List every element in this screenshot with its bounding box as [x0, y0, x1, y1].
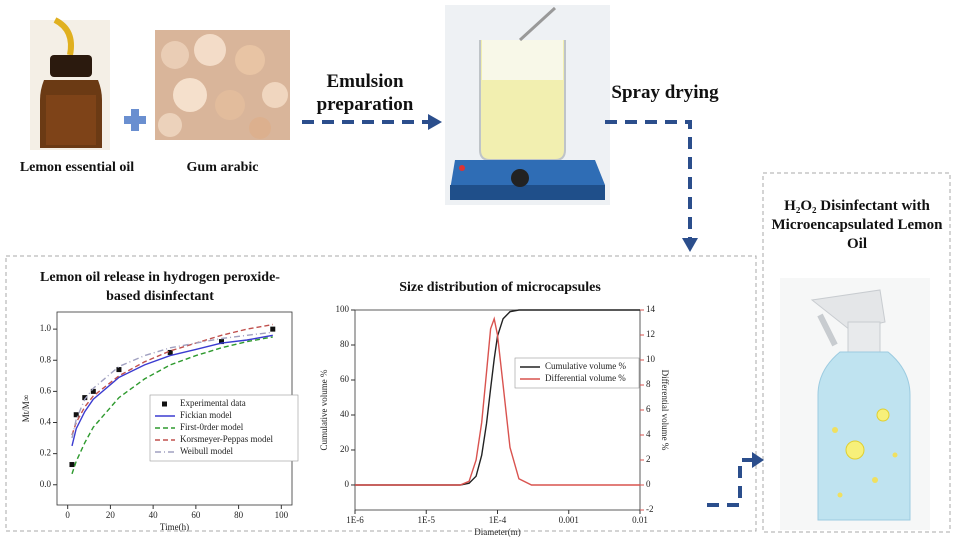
x-tick-label: 0.01 — [632, 515, 648, 525]
series-line — [71, 323, 273, 436]
x-tick-label: 80 — [234, 510, 244, 520]
product-box — [762, 172, 951, 533]
legend-label: Weibull model — [180, 446, 234, 456]
product-title: H₂O₂ Disinfectant with Microencapsulated… — [771, 198, 943, 252]
data-point — [270, 326, 276, 332]
y2-tick-label: 2 — [646, 454, 651, 464]
x-axis-label: Diameter(m) — [474, 527, 520, 537]
x-tick-label: 1E-5 — [418, 515, 436, 525]
data-point — [90, 388, 96, 394]
y2-tick-label: -2 — [646, 504, 654, 514]
y2-tick-label: 6 — [646, 404, 651, 414]
chart-title: Size distribution of microcapsules — [399, 280, 601, 295]
y2-axis-label: Differential volume % — [660, 370, 670, 451]
y-tick-label: 80 — [340, 339, 350, 349]
y2-tick-label: 0 — [646, 479, 651, 489]
y-tick-label: 0.6 — [40, 385, 52, 395]
step-label: Spray drying — [611, 82, 719, 103]
data-point — [116, 367, 122, 373]
arrow-heads — [428, 114, 764, 468]
x-tick-label: 0.001 — [559, 515, 579, 525]
gum-arabic-image — [155, 30, 290, 140]
y-tick-label: 0.4 — [40, 417, 52, 427]
x-axis-label: Time(h) — [160, 522, 189, 532]
x-tick-label: 60 — [191, 510, 201, 520]
data-point — [73, 412, 79, 418]
x-tick-label: 20 — [106, 510, 116, 520]
beaker-image — [445, 5, 610, 205]
series-line — [71, 336, 273, 475]
y2-tick-label: 12 — [646, 329, 655, 339]
data-point — [219, 339, 224, 345]
x-tick-label: 0 — [65, 510, 70, 520]
legend-label: Experimental data — [180, 398, 246, 408]
spray-bottle-image — [780, 278, 930, 530]
gum-label: Gum arabic — [186, 160, 259, 175]
y-axis-label: Mt/M∞ — [21, 395, 31, 422]
chart-title: Lemon oil release in hydrogen peroxide-b… — [40, 270, 280, 304]
results-box — [5, 255, 757, 532]
series-line — [71, 334, 273, 447]
x-tick-label: 1E-6 — [346, 515, 364, 525]
data-point — [82, 395, 88, 401]
oil-label: Lemon essential oil — [19, 160, 135, 175]
y-tick-label: 0.2 — [40, 448, 51, 458]
data-point — [167, 349, 173, 355]
oil-bottle-image — [30, 17, 110, 150]
y-tick-label: 100 — [336, 304, 350, 314]
legend-swatch — [162, 401, 167, 407]
legend-label: Fickian model — [180, 410, 232, 420]
y2-tick-label: 8 — [646, 379, 651, 389]
step-label: Emulsion preparation — [316, 71, 414, 115]
legend-label: Korsmeyer-Peppas model — [180, 434, 274, 444]
legend-label: Differential volume % — [545, 373, 626, 383]
y-tick-label: 0 — [345, 479, 350, 489]
x-tick-label: 40 — [149, 510, 159, 520]
flow-arrows — [302, 120, 752, 507]
x-tick-label: 1E-4 — [489, 515, 507, 525]
y-tick-label: 0.0 — [40, 479, 52, 489]
y-tick-label: 60 — [340, 374, 350, 384]
y-tick-label: 40 — [340, 409, 350, 419]
series-line — [355, 309, 640, 486]
legend-label: Cumulative volume % — [545, 361, 626, 371]
y-tick-label: 1.0 — [40, 323, 52, 333]
y-tick-label: 0.8 — [40, 354, 52, 364]
y-tick-label: 20 — [340, 444, 350, 454]
plus-sign — [124, 109, 146, 131]
y2-tick-label: 10 — [646, 354, 656, 364]
legend-box — [514, 357, 640, 389]
y2-tick-label: 14 — [646, 304, 656, 314]
y2-tick-label: 4 — [646, 429, 651, 439]
x-tick-label: 100 — [275, 510, 289, 520]
series-line — [355, 316, 640, 486]
y-axis-label: Cumulative volume % — [319, 369, 329, 450]
legend-label: First-0rder model — [180, 422, 244, 432]
data-point — [69, 462, 75, 468]
